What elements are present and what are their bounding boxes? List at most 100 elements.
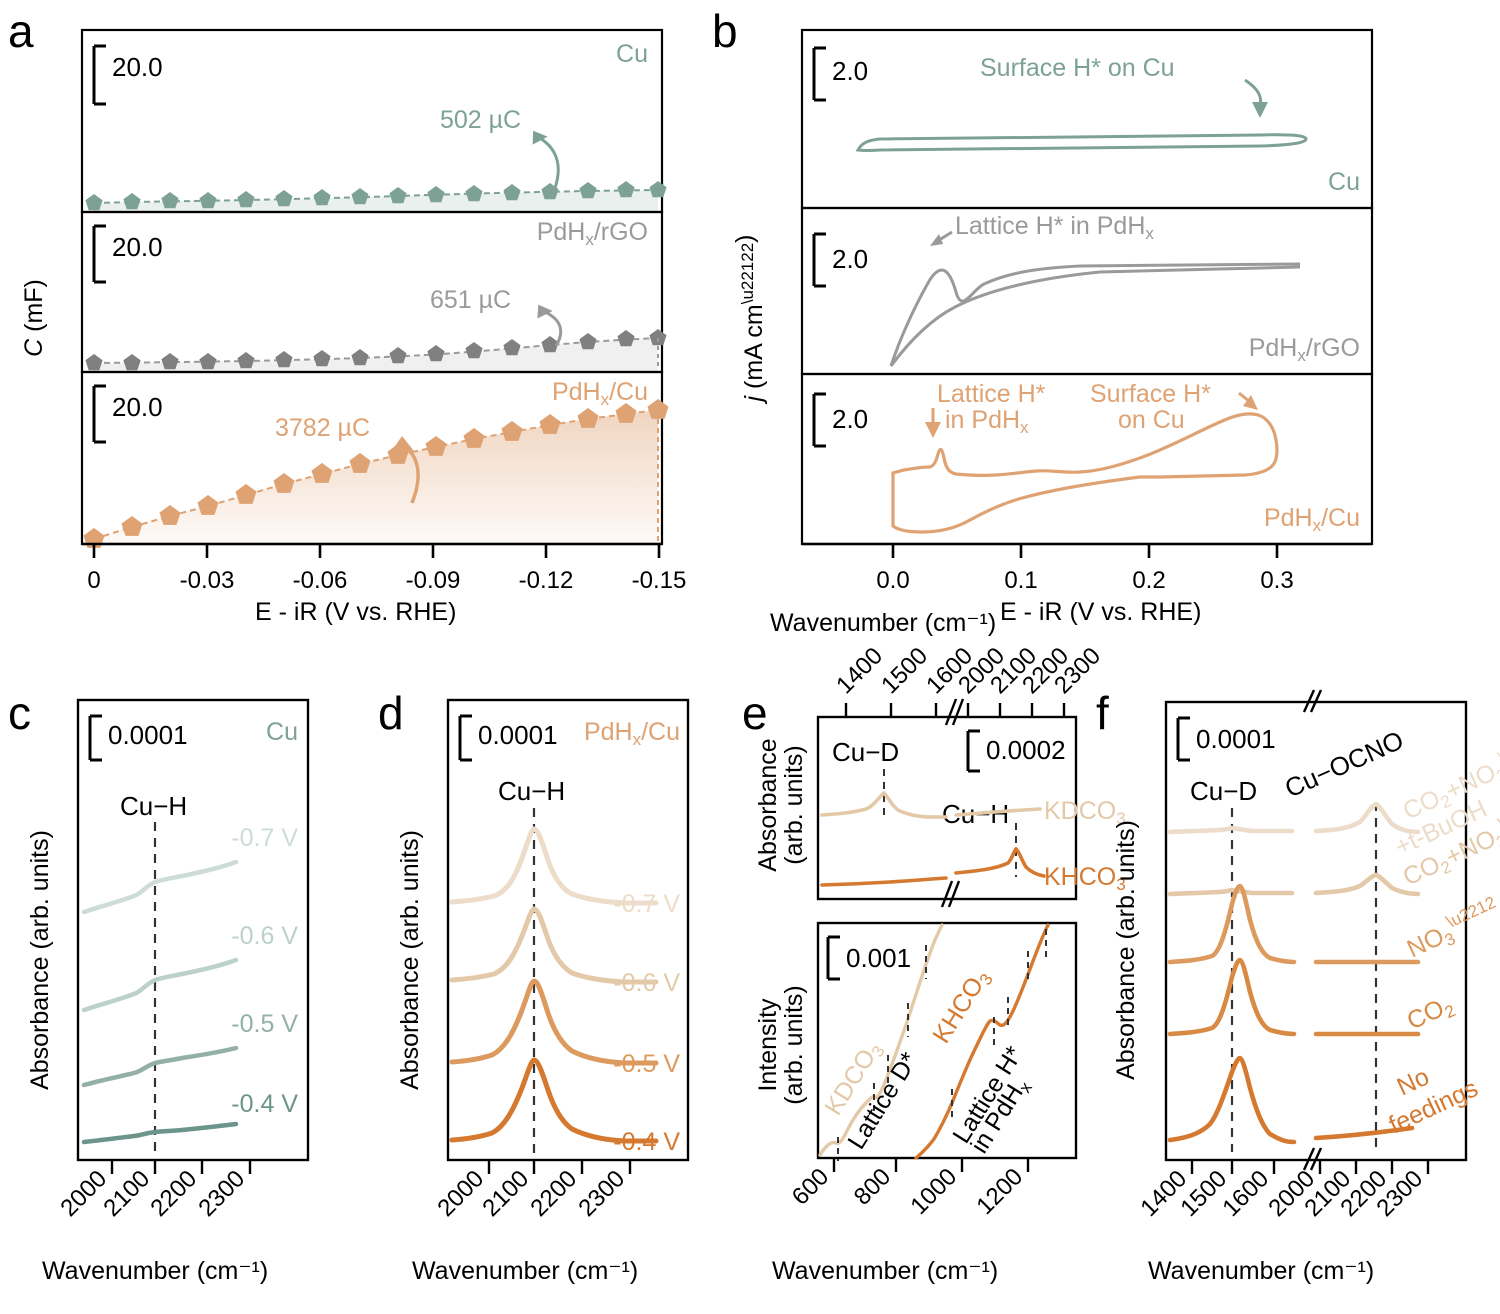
panel-b-annot-rgo: Lattice H* in PdHx	[955, 212, 1154, 243]
panel-e-top-xaxis: 1400 1500 1600 2000 2100 2200 2300	[831, 642, 1106, 726]
panel-e-bottom-xtick-2: 1000	[905, 1163, 962, 1220]
panel-c-xtick-0: 2000	[55, 1165, 112, 1222]
panel-a-ylabel: C (mF)	[20, 279, 48, 357]
panel-b-xtick-0: 0.0	[876, 567, 909, 594]
panel-letter-d: d	[378, 687, 404, 739]
panel-b-annot-surface-2: on Cu	[1118, 406, 1185, 434]
panel-b-xtick-1: 0.1	[1004, 567, 1037, 594]
panel-e-top-scalebar: 0.0002	[986, 735, 1066, 765]
panel-a-sample-3: PdHx/Cu	[552, 378, 648, 409]
panel-a-scalebar-3: 20.0	[112, 392, 163, 422]
panel-e-bottom-ylabel-units: (arb. units)	[780, 985, 808, 1104]
panel-e-bottom-xtick-0: 600	[787, 1163, 834, 1210]
panel-c-peak-label: Cu−H	[120, 791, 187, 821]
panel-e-top-xtick-1: 1500	[876, 642, 933, 699]
panel-a-charge-1: 502 µC	[440, 106, 521, 134]
panel-f-figure: Absorbance (arb. units) 0.0001 Cu−D Cu−O…	[1108, 689, 1500, 1222]
panel-e-bottom-xtick-3: 1200	[971, 1163, 1028, 1220]
panel-b-scalebar-2: 2.0	[832, 244, 868, 274]
panel-letter-f: f	[1096, 687, 1109, 739]
panel-f-xtick-2: 1600	[1217, 1165, 1274, 1222]
panel-b-annot-lattice-2: in PdHx	[945, 406, 1029, 437]
panel-c-trace-label-1: -0.6 V	[231, 922, 298, 950]
panel-d-peak-label: Cu−H	[498, 776, 565, 806]
panel-d-trace-label-2: -0.5 V	[613, 1050, 680, 1078]
panel-a-markers-1	[85, 181, 667, 211]
panel-letter-c: c	[8, 687, 31, 739]
panel-e-peak-cud: Cu−D	[832, 737, 899, 767]
panel-a-figure: C (mF) 20.0 Cu 502 µC	[20, 18, 700, 594]
panel-c-scalebar: 0.0001	[108, 720, 188, 750]
panel-b-figure: j (mA cm\u22122) 2.0 Surface H* on Cu Cu…	[731, 18, 1480, 594]
panel-c-sample: Cu	[266, 718, 298, 746]
panel-b-annot-cu: Surface H* on Cu	[980, 54, 1175, 82]
panel-d-trace-label-1: -0.6 V	[613, 969, 680, 997]
panel-a-xaxis: 0 -0.03 -0.06 -0.09 -0.12 -0.15	[82, 542, 687, 594]
panel-a-charge-3: 3782 µC	[275, 414, 370, 442]
panel-a-sample-1: Cu	[616, 40, 648, 68]
panel-b-annot-lattice-1: Lattice H*	[937, 380, 1046, 408]
panel-e-top-trace-0: KDCO3	[1044, 797, 1126, 828]
panel-d-trace-label-0: -0.7 V	[613, 890, 680, 918]
panel-c-ylabel: Absorbance (arb. units)	[26, 830, 54, 1090]
panel-d-xticks	[487, 1160, 632, 1174]
panel-e-top-trace-1: KHCO3	[1044, 863, 1126, 894]
panel-a-scalebar-1: 20.0	[112, 52, 163, 82]
panel-a-xtick-4: -0.12	[519, 567, 574, 594]
panel-a-scalebar-2: 20.0	[112, 232, 163, 262]
panel-e-bottom-xticks	[832, 1158, 1030, 1172]
panel-d-ylabel: Absorbance (arb. units)	[396, 830, 424, 1090]
panel-f-scalebar: 0.0001	[1196, 724, 1276, 754]
panel-d-xlabel: Wavenumber (cm⁻¹)	[412, 1257, 639, 1285]
panel-b-xlabel: E - iR (V vs. RHE)	[1000, 598, 1202, 626]
panel-letter-e: e	[742, 687, 768, 739]
panel-a-xtick-0: 0	[87, 567, 100, 594]
panel-b-sample-1: Cu	[1328, 168, 1360, 196]
panel-a-markers-2	[85, 329, 667, 371]
panel-b-xaxis: 0.0 0.1 0.2 0.3	[802, 542, 1372, 594]
panel-e-bottom-xtick-1: 800	[849, 1163, 896, 1210]
panel-a-charge-2: 651 µC	[430, 286, 511, 314]
panel-f-xlabel: Wavenumber (cm⁻¹)	[1148, 1257, 1375, 1285]
panel-b-sub-rgo: 2.0 Lattice H* in PdHx PdHx/rGO	[800, 206, 1374, 376]
panel-a-xtick-5: -0.15	[632, 567, 687, 594]
panel-e-top-ylabel-units: (arb. units)	[780, 745, 808, 864]
panel-c-figure: Absorbance (arb. units) 0.0001 Cu Cu−H -…	[22, 690, 362, 1222]
panel-d-scalebar: 0.0001	[478, 720, 558, 750]
panel-a-xtick-3: -0.09	[406, 567, 461, 594]
panel-e-bottom-subpanel: Intensity (arb. units) 0.001 KDCO3 Latti…	[754, 921, 1078, 1220]
panel-e-bottom-scalebar: 0.001	[846, 943, 911, 973]
panel-a-sample-2: PdHx/rGO	[537, 218, 648, 249]
panel-f-ylabel: Absorbance (arb. units)	[1112, 820, 1140, 1080]
panel-d-figure: Absorbance (arb. units) 0.0001 PdHx/Cu C…	[392, 690, 732, 1222]
panel-letter-a: a	[8, 5, 34, 57]
panel-f-trace-label-4: CO2	[1403, 990, 1459, 1038]
panel-b-sub-cu: 2.0 Surface H* on Cu Cu	[800, 28, 1374, 210]
panel-e-bottom-ylabel: Intensity	[754, 998, 782, 1092]
panel-e-xlabel: Wavenumber (cm⁻¹)	[772, 1257, 999, 1285]
panel-a-sub-cu: 20.0 Cu 502 µC	[80, 28, 667, 214]
panel-letter-b: b	[712, 5, 738, 57]
panel-b-xtick-3: 0.3	[1260, 567, 1293, 594]
panel-e-top-xtick-0: 1400	[831, 642, 888, 699]
panel-b-scalebar-3: 2.0	[832, 404, 868, 434]
panel-a-xtick-2: -0.06	[293, 567, 348, 594]
panel-e-top-subpanel: Absorbance (arb. units) 0.0002 Cu−D Cu−H…	[754, 715, 1126, 908]
panel-d-trace-label-3: -0.4 V	[613, 1128, 680, 1156]
panel-f-peak-ocno: Cu−OCNO	[1280, 725, 1408, 804]
panel-a-sub-pdhx-cu: 20.0 PdHx/Cu 3782	[80, 370, 669, 548]
panel-e-top-ylabel: Absorbance	[754, 738, 782, 871]
panel-a-markers-3	[83, 399, 669, 548]
panel-c-trace-label-3: -0.4 V	[231, 1090, 298, 1118]
panel-f-trace-label-3: NO3\u2212	[1401, 893, 1500, 967]
panel-b-sample-3: PdHx/Cu	[1264, 504, 1360, 535]
panel-e-top-axis-title: Wavenumber (cm⁻¹)	[770, 609, 997, 637]
panel-c-xticks	[110, 1160, 252, 1174]
panel-b-sub-pdhxcu: 2.0 Lattice H* in PdHx Surface H* on Cu …	[800, 372, 1374, 546]
panel-b-ylabel: j (mA cm\u22122)	[731, 234, 768, 404]
panel-d-sample: PdHx/Cu	[584, 718, 680, 749]
panel-b-sample-2: PdHx/rGO	[1249, 334, 1360, 365]
panel-a-xlabel: E - iR (V vs. RHE)	[255, 598, 457, 626]
panel-a-xtick-1: -0.03	[180, 567, 235, 594]
panel-e-bottom-trace-1: KHCO3	[927, 964, 997, 1050]
